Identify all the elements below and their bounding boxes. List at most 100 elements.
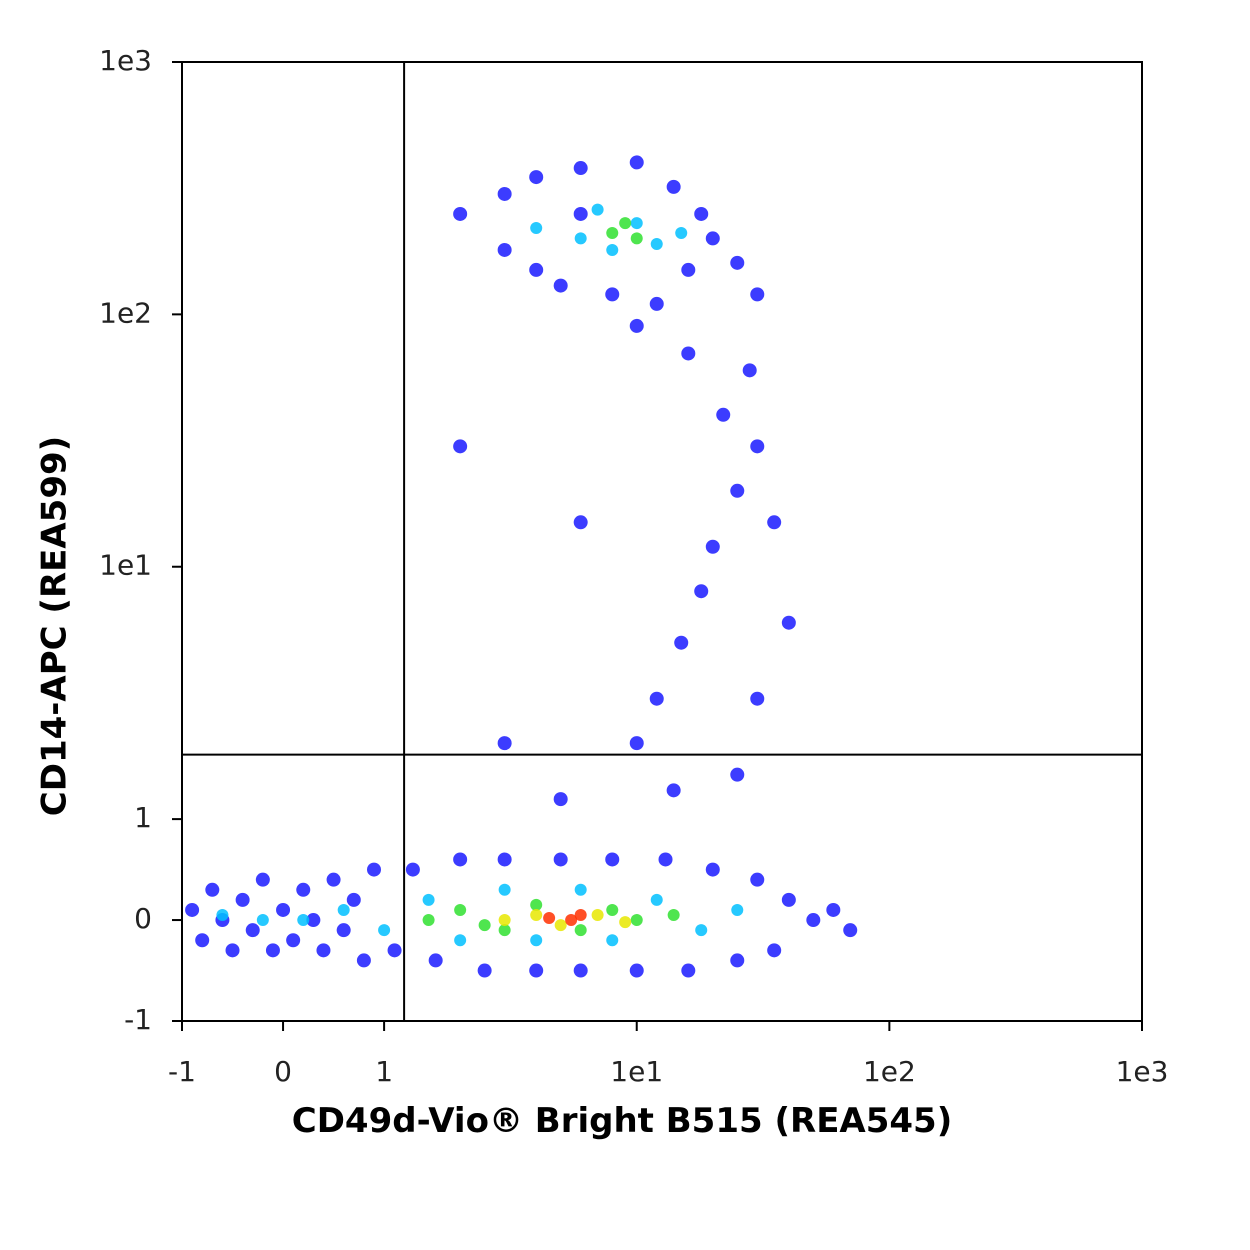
event-point	[497, 186, 512, 201]
event-point	[245, 923, 260, 938]
y-tick-label: -1	[124, 1003, 152, 1036]
event-point	[767, 943, 782, 958]
event-point	[705, 539, 720, 554]
event-point	[606, 934, 619, 947]
event-point	[454, 934, 467, 947]
x-axis-label: CD49d-Vio® Bright B515 (REA545)	[292, 1101, 953, 1141]
event-point	[705, 862, 720, 877]
event-point	[453, 852, 468, 867]
event-point	[543, 912, 556, 925]
event-point	[806, 913, 821, 928]
event-point	[205, 882, 220, 897]
event-point	[497, 852, 512, 867]
event-point	[573, 206, 588, 221]
event-point	[497, 242, 512, 257]
event-point	[843, 923, 858, 938]
event-point	[591, 909, 604, 922]
event-point	[750, 439, 765, 454]
event-point	[265, 943, 280, 958]
event-point	[606, 243, 619, 256]
y-axis-label: CD14-APC (REA599)	[35, 436, 75, 816]
event-point	[565, 914, 578, 927]
event-point	[296, 882, 311, 897]
event-point	[276, 902, 291, 917]
event-point	[826, 902, 841, 917]
y-tick-label: 1e1	[99, 549, 152, 582]
x-tick-label: 1e2	[863, 1055, 916, 1088]
event-point	[477, 963, 492, 978]
event-point	[730, 767, 745, 782]
event-point	[529, 262, 544, 277]
event-point	[553, 278, 568, 293]
y-tick-label: 1e3	[99, 44, 152, 77]
event-point	[529, 963, 544, 978]
event-point	[337, 903, 350, 916]
event-point	[326, 872, 341, 887]
event-point	[681, 262, 696, 277]
event-point	[225, 943, 240, 958]
event-point	[316, 943, 331, 958]
event-point	[574, 909, 587, 922]
event-point	[185, 902, 200, 917]
event-point	[497, 736, 512, 751]
event-point	[658, 852, 673, 867]
x-tick-label: 1e1	[610, 1055, 663, 1088]
event-point	[255, 872, 270, 887]
event-point	[530, 909, 543, 922]
event-point	[530, 898, 543, 911]
event-point	[681, 346, 696, 361]
x-tick-label: 0	[274, 1055, 292, 1088]
event-point	[750, 287, 765, 302]
event-point	[674, 635, 689, 650]
event-point	[573, 963, 588, 978]
x-tick-label: 1e3	[1116, 1055, 1169, 1088]
event-point	[606, 903, 619, 916]
event-point	[498, 924, 511, 937]
event-point	[619, 217, 632, 230]
event-point	[336, 923, 351, 938]
event-point	[216, 909, 229, 922]
event-point	[553, 852, 568, 867]
event-point	[730, 953, 745, 968]
event-point	[750, 872, 765, 887]
event-point	[405, 862, 420, 877]
event-point	[750, 691, 765, 706]
event-point	[256, 914, 269, 927]
event-point	[649, 691, 664, 706]
event-point	[629, 736, 644, 751]
event-point	[453, 206, 468, 221]
x-tick-label: 1	[375, 1055, 393, 1088]
event-point	[346, 892, 361, 907]
event-point	[730, 483, 745, 498]
event-point	[422, 893, 435, 906]
event-point	[742, 363, 757, 378]
event-point	[605, 852, 620, 867]
event-point	[681, 963, 696, 978]
event-point	[428, 953, 443, 968]
event-point	[767, 515, 782, 530]
y-tick-label: 0	[134, 902, 152, 935]
event-point	[630, 217, 643, 230]
event-point	[574, 232, 587, 245]
event-point	[605, 287, 620, 302]
event-point	[694, 206, 709, 221]
event-point	[553, 792, 568, 807]
event-point	[781, 892, 796, 907]
event-point	[574, 883, 587, 896]
event-point	[297, 914, 310, 927]
event-point	[666, 783, 681, 798]
event-point	[649, 296, 664, 311]
event-point	[591, 203, 604, 216]
event-point	[574, 924, 587, 937]
event-point	[705, 231, 720, 246]
event-point	[367, 862, 381, 877]
event-point	[235, 892, 250, 907]
event-point	[286, 933, 301, 948]
event-point	[573, 515, 588, 530]
event-point	[387, 943, 402, 958]
event-point	[422, 914, 435, 927]
event-point	[650, 893, 663, 906]
event-point	[498, 914, 511, 927]
event-point	[195, 933, 210, 948]
